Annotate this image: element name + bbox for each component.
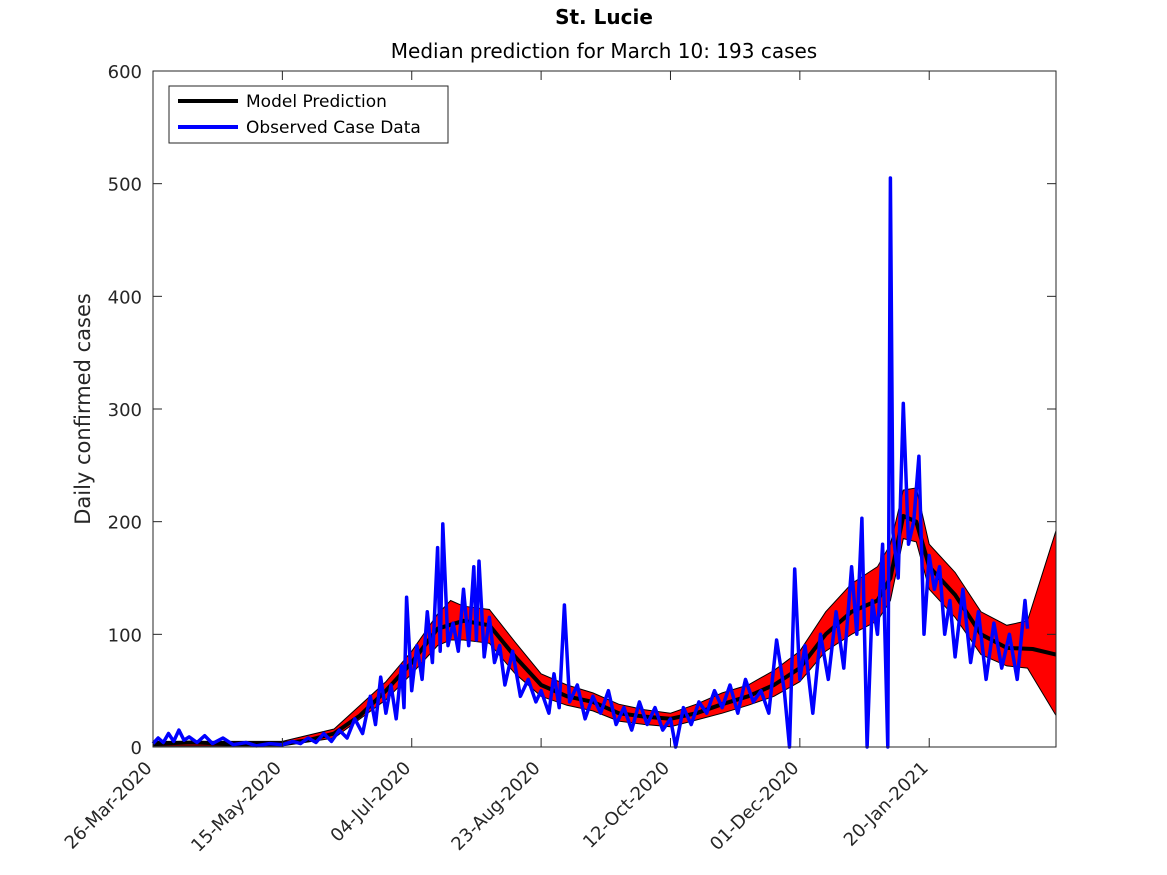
- y-tick-label: 300: [108, 400, 142, 421]
- y-tick-label: 400: [108, 287, 142, 308]
- legend: Model Prediction Observed Case Data: [168, 85, 449, 144]
- y-tick-label: 500: [108, 175, 142, 196]
- chart-title: St. Lucie: [555, 5, 653, 29]
- y-tick-label: 0: [131, 738, 142, 759]
- y-tick-label: 600: [108, 62, 142, 83]
- legend-label-model: Model Prediction: [246, 92, 387, 112]
- y-tick-label: 100: [108, 625, 142, 646]
- legend-box: [168, 85, 449, 144]
- y-tick-label: 200: [108, 513, 142, 534]
- legend-label-observed: Observed Case Data: [246, 118, 421, 138]
- observed-case-line: [151, 176, 1030, 749]
- chart-subtitle: Median prediction for March 10: 193 case…: [391, 39, 817, 63]
- y-axis-label: Daily confirmed cases: [71, 293, 95, 525]
